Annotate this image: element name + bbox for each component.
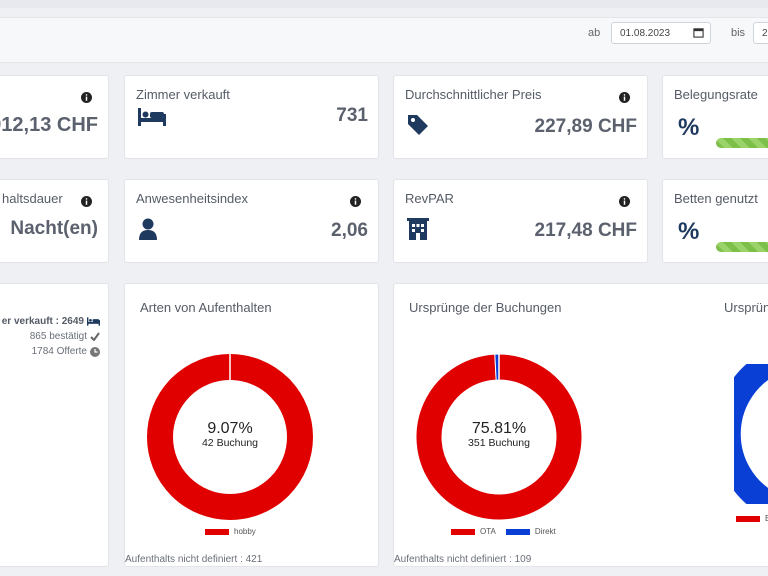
clock-icon bbox=[90, 346, 100, 357]
revpar-label: RevPAR bbox=[405, 191, 454, 206]
rooms-sold-value: 731 bbox=[336, 105, 368, 126]
sales-summary-card: er verkauft : 2649 865 bestätigt 1784 Of… bbox=[0, 283, 109, 567]
to-date-input[interactable]: 2 bbox=[753, 22, 768, 44]
from-date-value: 01.08.2023 bbox=[620, 28, 671, 39]
booking-origins-center-sub: 351 Buchung bbox=[468, 437, 530, 449]
revpar-value: 217,48 CHF bbox=[534, 220, 637, 241]
occupancy-card: Belegungsrate % bbox=[662, 75, 768, 159]
rooms-sold-card: Zimmer verkauft 731 bbox=[124, 75, 379, 159]
legend-swatch bbox=[505, 528, 530, 535]
occupancy-label: Belegungsrate bbox=[674, 87, 758, 102]
booking-origins-legend: OTA Direkt bbox=[451, 527, 556, 536]
booking-origins-title: Ursprünge der Buchungen bbox=[409, 300, 562, 315]
revenue-value: 912,13 CHF bbox=[0, 114, 98, 136]
stay-types-center-pct: 9.07% bbox=[207, 420, 253, 437]
legend-label: Direkt bbox=[534, 527, 556, 536]
presence-index-card: Anwesenheitsindex 2,06 bbox=[124, 179, 379, 263]
info-icon[interactable] bbox=[81, 196, 92, 207]
third-chart-title: Ursprün bbox=[724, 300, 768, 315]
to-date-value: 2 bbox=[762, 28, 768, 39]
legend-swatch bbox=[451, 528, 475, 535]
presence-index-value: 2,06 bbox=[331, 220, 368, 241]
third-chart-donut-partial bbox=[734, 364, 768, 504]
stay-types-legend: hobby bbox=[205, 527, 256, 536]
third-chart-legend: B bbox=[736, 514, 768, 523]
beds-used-label: Betten genutzt bbox=[674, 191, 758, 206]
booking-origins-card: Ursprünge der Buchungen 75.81% 351 Buchu… bbox=[393, 283, 768, 567]
stay-types-center-sub: 42 Buchung bbox=[201, 437, 259, 449]
stay-types-card: Arten von Aufenthalten 9.07% 42 Buchung … bbox=[124, 283, 379, 567]
info-icon[interactable] bbox=[619, 92, 630, 103]
legend-swatch bbox=[736, 515, 760, 522]
bed-icon bbox=[138, 108, 166, 126]
stay-length-label: haltsdauer bbox=[2, 191, 63, 206]
avg-price-label: Durchschnittlicher Preis bbox=[405, 87, 542, 102]
bed-icon bbox=[87, 317, 100, 326]
stay-types-donut bbox=[147, 354, 313, 520]
to-label: bis bbox=[731, 27, 746, 39]
quotes-line-text: 1784 Offerte bbox=[31, 346, 87, 357]
confirmed-line-text: 865 bestätigt bbox=[29, 331, 87, 342]
booking-origins-center-pct: 75.81% bbox=[471, 420, 527, 437]
info-icon[interactable] bbox=[81, 92, 92, 103]
occupancy-progress-bar bbox=[716, 138, 768, 148]
revenue-card: 912,13 CHF bbox=[0, 75, 109, 159]
presence-index-label: Anwesenheitsindex bbox=[136, 191, 249, 206]
legend-swatch bbox=[205, 528, 229, 535]
building-icon bbox=[407, 218, 429, 240]
avg-price-card: Durchschnittlicher Preis 227,89 CHF bbox=[393, 75, 648, 159]
stay-types-title: Arten von Aufenthalten bbox=[140, 300, 272, 315]
quotes-line: 1784 Offerte bbox=[32, 346, 100, 357]
beds-used-card: Betten genutzt % bbox=[662, 179, 768, 263]
booking-origins-footnote: Aufenthalts nicht definiert : 109 bbox=[394, 554, 532, 565]
stay-length-card: haltsdauer Nacht(en) bbox=[0, 179, 109, 263]
info-icon[interactable] bbox=[619, 196, 630, 207]
revpar-card: RevPAR 217,48 CHF bbox=[393, 179, 648, 263]
avg-price-value: 227,89 CHF bbox=[534, 116, 637, 137]
check-icon bbox=[90, 332, 100, 341]
info-icon[interactable] bbox=[350, 196, 361, 207]
sold-line-text: er verkauft : 2649 bbox=[1, 316, 84, 327]
from-date-input[interactable]: 01.08.2023 bbox=[611, 22, 711, 44]
calendar-icon[interactable] bbox=[693, 27, 704, 38]
percent-icon: % bbox=[678, 114, 700, 141]
donut-slice-ota bbox=[416, 354, 582, 520]
user-icon bbox=[139, 218, 157, 240]
confirmed-line: 865 bestätigt bbox=[30, 331, 100, 342]
legend-label: hobby bbox=[234, 527, 256, 536]
sold-line: er verkauft : 2649 bbox=[2, 316, 100, 327]
legend-label: B bbox=[765, 514, 768, 523]
stay-length-value: Nacht(en) bbox=[10, 218, 98, 239]
beds-progress-bar bbox=[716, 242, 768, 252]
from-label: ab bbox=[588, 27, 601, 39]
tag-icon bbox=[408, 115, 428, 135]
stay-types-footnote: Aufenthalts nicht definiert : 421 bbox=[125, 554, 263, 565]
legend-label: OTA bbox=[480, 527, 496, 536]
booking-origins-donut bbox=[416, 354, 582, 520]
rooms-sold-label: Zimmer verkauft bbox=[136, 87, 230, 102]
percent-icon: % bbox=[678, 218, 700, 245]
top-strip bbox=[0, 0, 768, 8]
